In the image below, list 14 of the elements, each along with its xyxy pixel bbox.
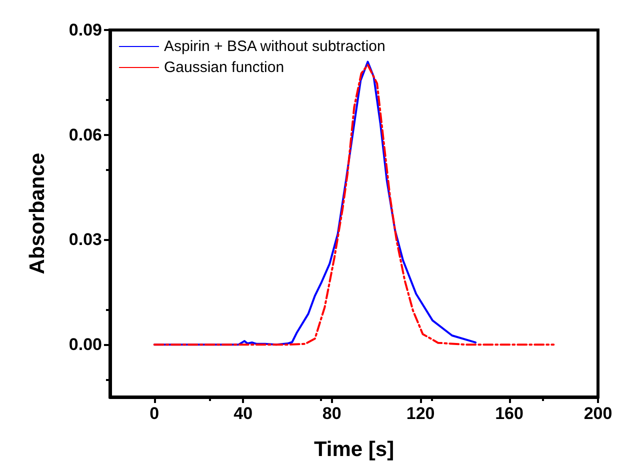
x-tick-label: 0 bbox=[150, 404, 160, 423]
y-tick-label: 0.00 bbox=[68, 335, 102, 354]
x-tick-label: 120 bbox=[406, 404, 435, 423]
x-tick-label: 80 bbox=[322, 404, 342, 423]
y-axis-title: Absorbance bbox=[26, 152, 49, 274]
x-tick-label: 160 bbox=[495, 404, 524, 423]
y-tick-label: 0.03 bbox=[68, 230, 102, 250]
x-tick-label: 40 bbox=[234, 404, 253, 423]
legend-label: Gaussian function bbox=[164, 59, 284, 76]
legend-label: Aspirin + BSA without subtraction bbox=[164, 38, 386, 55]
x-tick-label: 200 bbox=[584, 404, 612, 423]
y-tick-label: 0.09 bbox=[68, 20, 102, 40]
x-axis-title: Time [s] bbox=[314, 438, 394, 461]
y-tick-label: 0.06 bbox=[68, 125, 102, 144]
